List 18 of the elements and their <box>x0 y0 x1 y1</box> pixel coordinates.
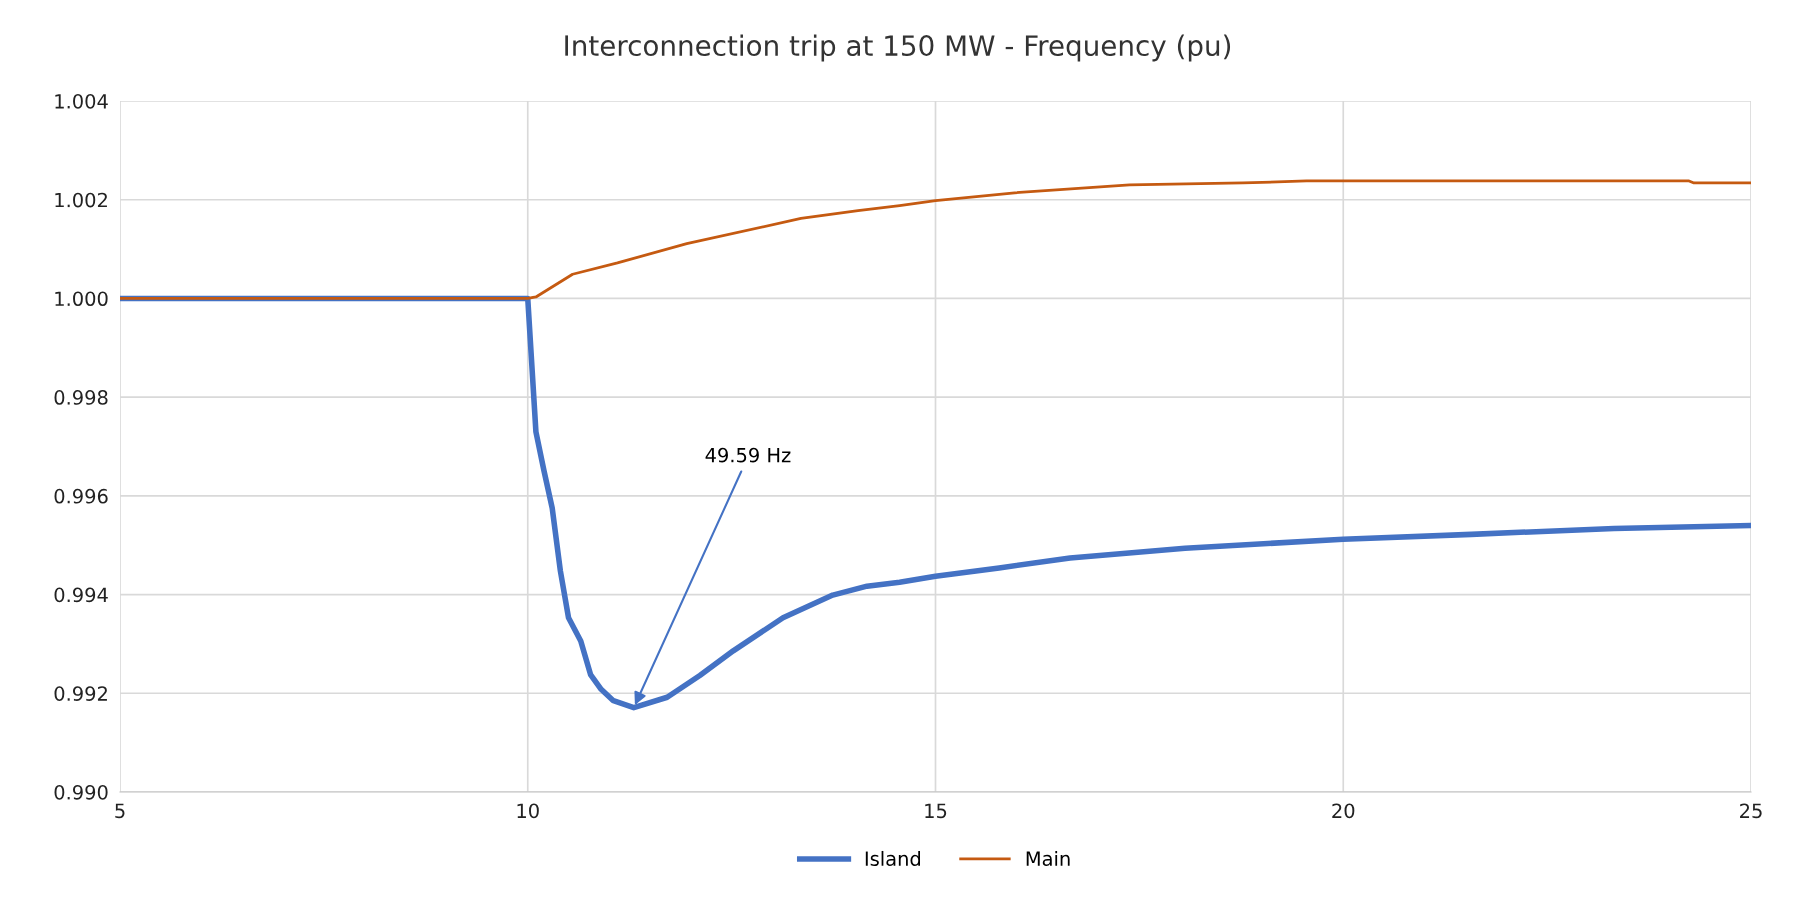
y-tick-label: 0.994 <box>54 587 108 603</box>
x-tick-label: 15 <box>925 803 947 819</box>
y-tick-label: 0.998 <box>54 390 108 405</box>
x-tick-label: 25 <box>1740 803 1762 819</box>
x-tick-label: 20 <box>1332 803 1355 819</box>
y-tick-label: 1.004 <box>55 93 108 109</box>
y-tick-label: 0.990 <box>54 784 108 800</box>
y-tick-label: 0.992 <box>54 686 107 701</box>
legend-label: Island <box>865 850 920 867</box>
x-tick-label: 5 <box>115 803 125 819</box>
y-tick-label: 1.002 <box>55 192 107 208</box>
y-tick-label: 0.996 <box>54 488 108 504</box>
x-tick-label: 10 <box>517 803 539 819</box>
y-tick-label: 1.000 <box>55 291 108 307</box>
legend-label: Main <box>1026 850 1070 867</box>
chart-title: Interconnection trip at 150 MW - Frequency (pu) <box>565 34 1231 62</box>
annotation: 49.59 Hz <box>705 447 791 463</box>
line-series <box>120 179 1751 300</box>
